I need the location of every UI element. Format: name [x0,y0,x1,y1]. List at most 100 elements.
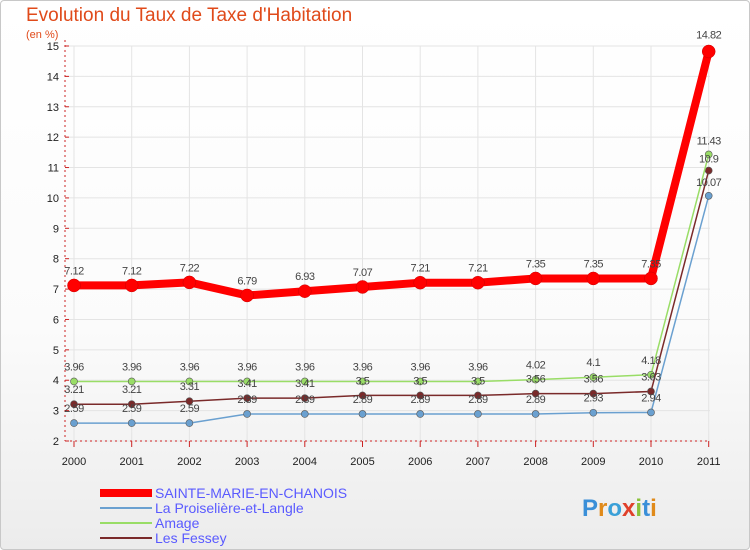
series-line-2 [74,154,710,383]
data-point [124,278,139,293]
data-point [243,394,251,402]
data-point [127,400,136,409]
data-point [531,375,540,384]
data-point [185,397,194,405]
y-tick-label: 14 [47,71,59,83]
data-point [647,387,655,396]
data-point [240,288,254,303]
data-label: 4.02 [526,360,546,372]
proxiti-logo-text: Proxiti [582,495,657,522]
data-point [127,377,136,386]
data-label: 3.5 [356,375,370,387]
data-point [67,278,81,293]
x-tick-label: 2008 [523,456,547,468]
data-label: 3.96 [410,361,430,373]
data-point [358,391,367,400]
data-point [243,377,251,386]
data-point [300,394,309,402]
axes: 2 3 4 5 6 7 8 9 10 11 12 13 14 15 2000 2001 2002 2003 2004… [47,40,721,468]
y-tick-label: 15 [47,41,59,53]
data-point [589,408,598,417]
y-tick-label: 4 [53,375,59,387]
y-tick-label: 8 [53,254,59,266]
x-tick-label: 2004 [293,456,317,468]
legend-label: Amage [155,515,200,531]
data-label: 7.35 [641,258,661,270]
data-label: 3.5 [471,375,485,387]
x-tick-label: 2002 [177,456,201,468]
y-tick-label: 12 [47,132,59,144]
x-tick-label: 2001 [119,456,143,468]
x-tick-label: 2009 [581,456,605,468]
legend-label: Les Fessey [155,530,227,546]
data-label: 3.56 [526,374,546,386]
data-point [358,410,367,418]
series-line-0 [74,50,713,300]
y-tick-label: 13 [47,102,59,114]
data-point [474,377,482,386]
logo-letter: i [635,495,642,522]
series-line-3 [74,170,710,405]
data-label: 3.41 [237,378,257,390]
data-label: 2.94 [641,392,661,404]
data-point [704,166,713,175]
data-point [413,275,427,290]
data-point [589,389,598,398]
y-tick-label: 6 [53,314,59,326]
x-tick-label: 2003 [235,456,259,468]
legend-label: SAINTE-MARIE-EN-CHANOIS [155,485,347,501]
data-point [300,377,309,386]
data-label: 7.21 [468,263,488,275]
data-point [701,44,716,59]
data-point [70,419,78,427]
data-point [647,370,655,379]
data-label: 3.63 [641,371,661,383]
data-label: 3.96 [180,361,200,373]
data-point [298,284,312,298]
data-label: 2.59 [122,403,142,415]
data-label: 7.22 [180,262,200,274]
x-tick-label: 2006 [408,456,432,468]
data-label: 11.43 [697,135,722,147]
x-tick-label: 2007 [466,456,490,468]
data-label: 4.18 [641,355,661,367]
data-point [127,419,136,427]
data-label: 3.21 [64,384,84,396]
data-point [355,280,370,294]
data-label: 14.82 [696,29,721,41]
logo-letter: o [607,495,622,522]
data-point [182,275,197,290]
data-point [185,419,194,427]
y-tick-label: 11 [48,163,59,175]
logo-letter: t [642,495,650,522]
data-point [704,191,713,200]
legend-label: La Proiselière-et-Langle [155,500,304,516]
x-tick-label: 2005 [350,456,374,468]
data-point [416,410,425,418]
data-label: 3.31 [180,381,200,393]
data-label: 3.96 [353,361,373,373]
data-label: 3.96 [64,361,84,373]
data-label: 3.96 [468,361,488,373]
data-label: 2.89 [468,394,488,406]
data-point [531,389,540,398]
series-lines [67,44,716,427]
data-point [474,410,482,418]
data-label: 2.89 [353,394,373,406]
x-tick-label: 2011 [697,456,721,468]
data-label: 2.89 [526,394,546,406]
data-label: 4.1 [586,357,600,369]
proxiti-logo: Proxiti [582,495,657,522]
data-label: 7.12 [64,265,84,277]
data-label: 3.5 [413,375,427,387]
data-point [471,275,485,290]
data-point [243,410,251,418]
grid-lines [65,45,710,442]
data-label: 2.89 [410,394,430,406]
y-tick-label: 9 [53,223,59,235]
data-label: 3.41 [295,378,315,390]
data-label: 7.35 [584,258,604,270]
y-tick-label: 10 [47,193,59,205]
